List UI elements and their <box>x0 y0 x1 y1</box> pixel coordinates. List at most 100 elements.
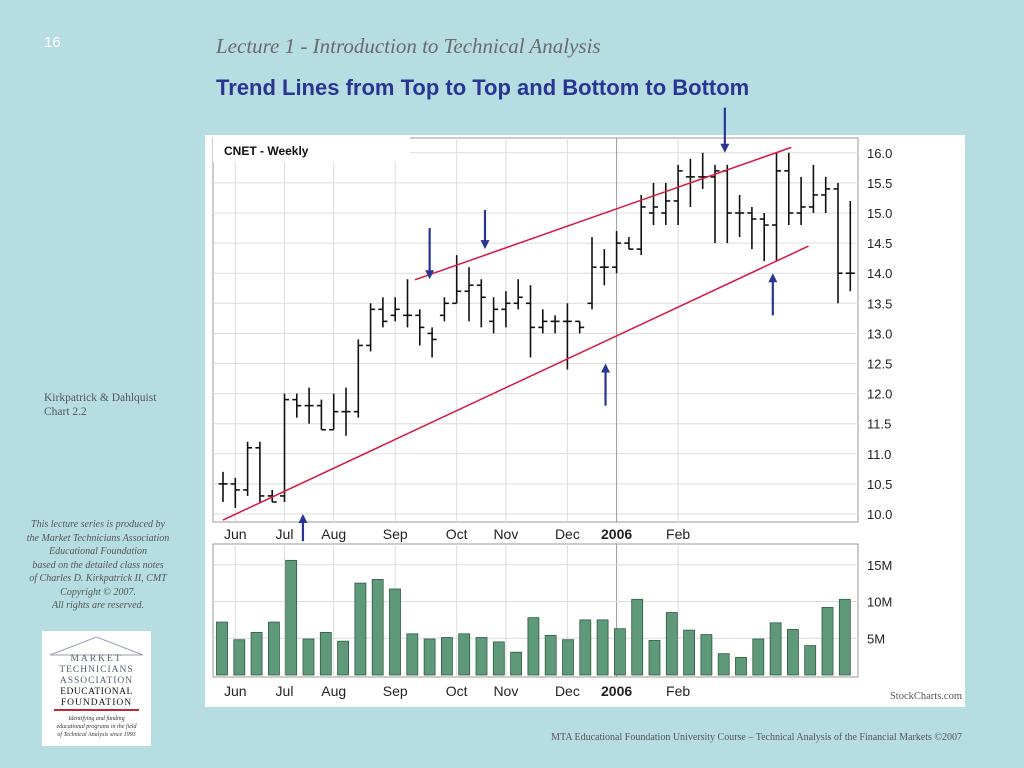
arrow-down-icon <box>425 228 435 280</box>
volume-bar <box>440 637 453 676</box>
lecture-title: Lecture 1 - Introduction to Technical An… <box>216 34 601 58</box>
price-bar <box>747 206 757 250</box>
price-bar <box>255 441 265 502</box>
volume-bar <box>752 638 765 676</box>
price-bar <box>784 152 794 226</box>
price-bar <box>599 249 609 286</box>
month-label: Aug <box>321 526 346 542</box>
volume-bar <box>285 559 298 676</box>
price-bar <box>501 291 511 328</box>
volume-tick-label: 10M <box>867 595 892 610</box>
volume-bar <box>319 631 332 676</box>
volume-bar <box>371 579 384 676</box>
volume-bar <box>302 638 315 676</box>
price-bar <box>612 231 622 274</box>
volume-month-label: 2006 <box>601 683 632 699</box>
volume-bar <box>665 612 678 676</box>
price-bar <box>476 279 486 328</box>
volume-month-label: Sep <box>383 683 408 699</box>
month-label: 2006 <box>601 526 632 542</box>
logo-line: MARKET <box>70 654 122 664</box>
logo-line: EDUCATIONAL <box>60 687 133 697</box>
arrow-up-icon <box>298 514 308 542</box>
price-bar <box>538 309 548 334</box>
credits-line: based on the detailed class notes <box>32 559 164 571</box>
price-bar <box>833 182 843 304</box>
volume-bar <box>267 621 280 676</box>
volume-month-label: Jul <box>276 683 294 699</box>
price-tick-label: 14.0 <box>867 266 892 281</box>
price-bar <box>304 387 314 424</box>
volume-bar <box>562 639 574 676</box>
credits-line: This lecture series is produced by <box>31 519 165 530</box>
volume-bar <box>631 598 644 676</box>
credits-line: Copyright © 2007. <box>60 586 136 598</box>
source-note: Kirkpatrick & Dahlquist Chart 2.2 <box>44 391 156 419</box>
logo-tagline: of Technical Analysis since 1993 <box>57 731 135 738</box>
volume-bar <box>579 619 592 676</box>
price-bar <box>452 255 462 305</box>
price-panel-frame <box>212 137 859 523</box>
volume-month-label: Nov <box>493 683 518 699</box>
volume-bar <box>475 637 488 676</box>
credits-note: This lecture series is produced by the M… <box>10 518 186 613</box>
price-bar <box>808 164 818 213</box>
price-bar <box>218 471 228 502</box>
price-bar <box>489 297 499 334</box>
price-bar <box>624 237 634 250</box>
price-tick-label: 10.5 <box>867 477 892 492</box>
volume-bar <box>717 653 730 676</box>
arrow-up-icon <box>768 273 778 316</box>
volume-bar <box>735 656 747 676</box>
volume-bar <box>389 588 401 676</box>
price-bar <box>378 297 388 328</box>
mta-logo-graphic: MARKET TECHNICIANS ASSOCIATION EDUCATION… <box>49 636 144 738</box>
month-label: Jul <box>276 526 294 542</box>
volume-tick-label: 5M <box>867 631 885 646</box>
arrow-up-icon <box>601 363 611 406</box>
month-label: Feb <box>666 526 690 542</box>
volume-bar <box>527 617 540 676</box>
price-bar <box>415 309 425 346</box>
arrow-down-icon <box>720 107 730 153</box>
volume-bar <box>423 638 436 676</box>
price-bar <box>267 489 277 503</box>
price-tick-label: 12.5 <box>867 357 892 372</box>
price-bar <box>673 164 683 226</box>
price-bar <box>353 339 363 418</box>
mta-logo: MARKET TECHNICIANS ASSOCIATION EDUCATION… <box>42 631 151 746</box>
price-bar <box>735 194 745 238</box>
price-bars <box>218 152 855 508</box>
price-bar <box>366 303 376 352</box>
price-tick-label: 11.5 <box>867 417 891 432</box>
annotation-arrows <box>298 107 778 542</box>
month-label: Nov <box>493 526 518 542</box>
price-bar <box>796 176 806 226</box>
price-tick-label: 11.0 <box>867 447 891 462</box>
price-tick-label: 16.0 <box>867 146 892 161</box>
volume-bar <box>700 634 713 676</box>
price-tick-label: 15.0 <box>867 206 892 221</box>
volume-bar <box>614 628 626 676</box>
volume-bar <box>683 629 695 676</box>
volume-bar <box>354 582 367 676</box>
price-bar <box>575 320 585 334</box>
price-bar <box>280 393 289 502</box>
volume-bar <box>406 633 419 676</box>
price-tick-label: 15.5 <box>867 176 892 191</box>
price-bar <box>316 399 326 431</box>
logo-tagline: educational programs in the field <box>56 723 137 730</box>
logo-line: ASSOCIATION <box>60 676 133 686</box>
price-bar <box>636 194 646 256</box>
price-bar <box>550 315 560 334</box>
month-label: Dec <box>555 526 580 542</box>
logo-tagline: Identifying and funding <box>67 715 124 722</box>
month-label: Oct <box>446 526 468 542</box>
volume-panel-frame <box>212 543 859 678</box>
price-bar <box>292 393 302 418</box>
price-bar <box>587 237 597 310</box>
price-bar <box>526 285 535 358</box>
volume-bar <box>233 639 246 676</box>
price-tick-label: 13.0 <box>867 326 892 341</box>
